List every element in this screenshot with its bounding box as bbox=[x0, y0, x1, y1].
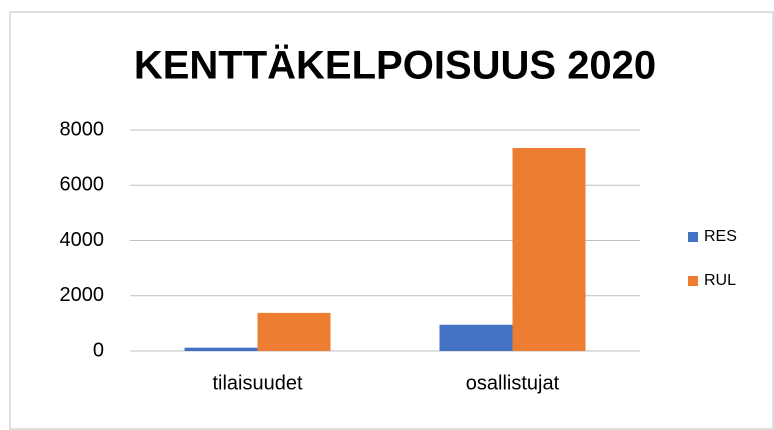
legend-swatch bbox=[688, 276, 698, 286]
bar bbox=[257, 312, 331, 351]
bar bbox=[439, 324, 513, 351]
x-tick-label: tilaisuudet bbox=[212, 372, 303, 394]
y-tick-label: 6000 bbox=[60, 174, 105, 196]
bar bbox=[512, 147, 586, 351]
legend-label: RUL bbox=[704, 272, 736, 289]
bar bbox=[184, 347, 258, 351]
y-tick-label: 0 bbox=[93, 339, 104, 361]
chart-title: KENTTÄKELPOISUUS 2020 bbox=[134, 44, 656, 88]
x-tick-label: osallistujat bbox=[466, 372, 560, 394]
chart-border bbox=[9, 11, 774, 430]
y-tick-label: 2000 bbox=[60, 284, 105, 306]
legend-swatch bbox=[688, 232, 698, 242]
legend-label: RES bbox=[704, 228, 737, 245]
y-tick-label: 8000 bbox=[60, 118, 105, 140]
y-tick-label: 4000 bbox=[60, 229, 105, 251]
